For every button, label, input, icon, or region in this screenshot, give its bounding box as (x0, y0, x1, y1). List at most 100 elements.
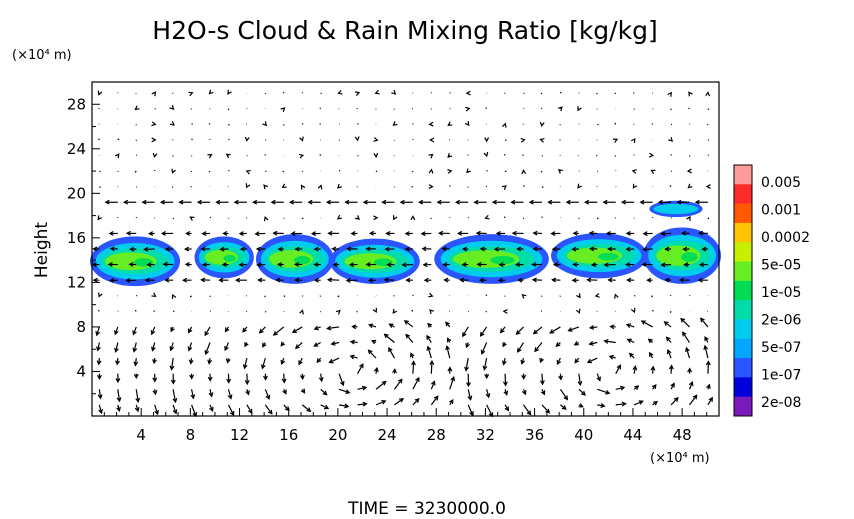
wind-vector (300, 184, 306, 190)
vector-head (572, 262, 578, 267)
wind-vector (183, 246, 192, 252)
vector-shaft (151, 342, 156, 351)
vector-head (224, 327, 230, 333)
wind-vector (484, 214, 490, 220)
wind-vector (625, 323, 635, 328)
wind-vector (190, 389, 196, 400)
vector-head (631, 169, 637, 174)
vector-shaft (301, 217, 304, 220)
wind-vector (135, 389, 141, 403)
wind-vector (221, 262, 229, 268)
wind-vector (351, 324, 358, 330)
wind-vector (245, 389, 250, 396)
wind-vector (264, 404, 273, 415)
vector-head (621, 401, 627, 407)
wind-vector (428, 168, 434, 174)
vector-head (92, 277, 98, 283)
vector-head (476, 261, 482, 267)
wind-vector (650, 169, 656, 175)
vector-head (647, 338, 653, 344)
vector-head (620, 385, 626, 391)
vector-head (405, 277, 411, 283)
cloud-core-peak (598, 252, 619, 261)
x-tick-label: 32 (476, 426, 495, 444)
vector-shaft (98, 404, 102, 414)
vector-head (616, 364, 621, 370)
vector-head (491, 199, 497, 205)
wind-vector (164, 277, 174, 283)
wind-vector (96, 373, 102, 380)
wind-vector (117, 138, 120, 141)
wind-vector (280, 357, 286, 366)
wind-vector (187, 342, 193, 352)
vector-head (381, 380, 387, 386)
vector-head (447, 168, 453, 174)
wind-vector (528, 199, 542, 205)
vector-head (517, 277, 523, 283)
vector-head (313, 342, 319, 347)
wind-vector (499, 326, 506, 334)
wind-vector (669, 311, 672, 313)
vector-head (475, 230, 481, 236)
wind-vector (109, 246, 118, 252)
vector-shaft (427, 346, 432, 359)
wind-vector (263, 216, 269, 222)
wind-vector (465, 90, 471, 96)
vector-head (596, 376, 602, 382)
wind-vector (169, 121, 175, 126)
vector-head (95, 331, 101, 337)
vector-head (479, 331, 485, 337)
wind-vector (98, 292, 103, 298)
vector-head (346, 246, 352, 252)
wind-vector (252, 199, 266, 205)
wind-vector (502, 373, 508, 387)
vector-head (310, 231, 316, 237)
wind-vector (159, 199, 174, 205)
vector-head (188, 328, 193, 334)
colorbar-swatch (734, 261, 752, 282)
vector-shaft (559, 139, 561, 141)
vector-shaft (682, 332, 690, 343)
wind-vector (374, 89, 380, 95)
vector-shaft (688, 107, 690, 110)
wind-vector (190, 108, 192, 110)
wind-vector (264, 295, 266, 298)
vector-head (201, 262, 207, 268)
wind-vector (571, 277, 579, 283)
wind-vector (96, 358, 102, 366)
vector-head (280, 359, 286, 366)
wind-vector (628, 352, 635, 359)
wind-vector (549, 326, 561, 334)
vector-shaft (204, 326, 211, 336)
vector-head (673, 397, 679, 402)
wind-vector (349, 339, 358, 345)
wind-vector (238, 231, 247, 236)
vector-shaft (669, 185, 672, 188)
wind-vector (478, 277, 487, 283)
vector-head (577, 380, 583, 387)
vector-head (415, 376, 420, 382)
vector-head (234, 277, 241, 283)
vector-shaft (523, 404, 532, 415)
vector-shaft (706, 123, 709, 126)
vector-head (114, 330, 119, 336)
wind-vector (493, 246, 506, 252)
vector-head (539, 380, 545, 386)
vector-head (609, 324, 615, 330)
wind-vector (631, 169, 637, 174)
vector-shaft (172, 404, 177, 414)
vector-head (493, 246, 499, 252)
wind-vector (338, 388, 351, 395)
wind-vector (574, 357, 580, 364)
vector-head (209, 406, 214, 412)
vector-shaft (486, 404, 493, 417)
wind-vector (357, 155, 359, 157)
wind-vector (436, 199, 450, 205)
vector-head (362, 199, 368, 205)
wind-vector (245, 183, 251, 189)
vector-head (418, 199, 424, 205)
vector-head (467, 395, 473, 401)
x-tick-label: 40 (574, 426, 593, 444)
vector-head (371, 339, 377, 345)
vector-shaft (327, 326, 340, 330)
